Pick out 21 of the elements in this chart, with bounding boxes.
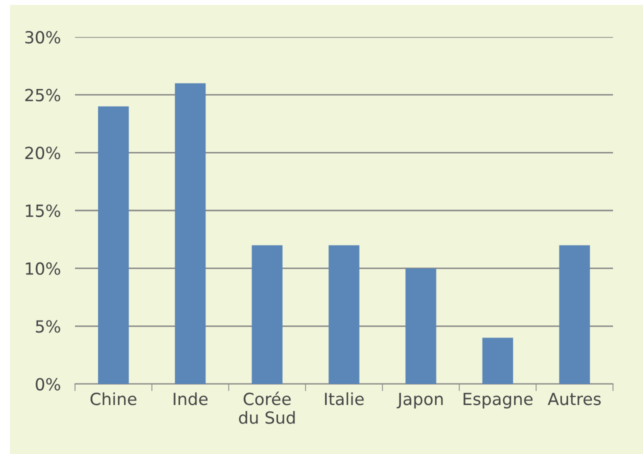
bar [559, 245, 590, 384]
x-tick-label: Espagne [464, 392, 533, 408]
x-tick-label: Inde [174, 392, 208, 406]
bar [328, 245, 360, 384]
x-tick-label: Italie [325, 392, 364, 406]
bar [405, 268, 436, 384]
x-tick-label: Chine [90, 392, 136, 406]
bar [252, 245, 283, 384]
x-tick-label: Corée du Sud [238, 392, 295, 424]
y-tick-label: 0% [36, 378, 60, 391]
y-tick-label: 5% [36, 320, 60, 333]
x-tick-label: Autres [548, 392, 601, 406]
y-tick-label: 10% [26, 262, 60, 275]
bar [482, 338, 514, 384]
y-tick-label: 15% [26, 204, 60, 218]
y-tick-label: 25% [25, 88, 60, 102]
x-tick-label: Japon [396, 392, 443, 408]
bar [174, 83, 206, 384]
y-tick-label: 20% [25, 146, 60, 160]
bar [98, 106, 129, 384]
y-tick-label: 30% [25, 30, 60, 44]
